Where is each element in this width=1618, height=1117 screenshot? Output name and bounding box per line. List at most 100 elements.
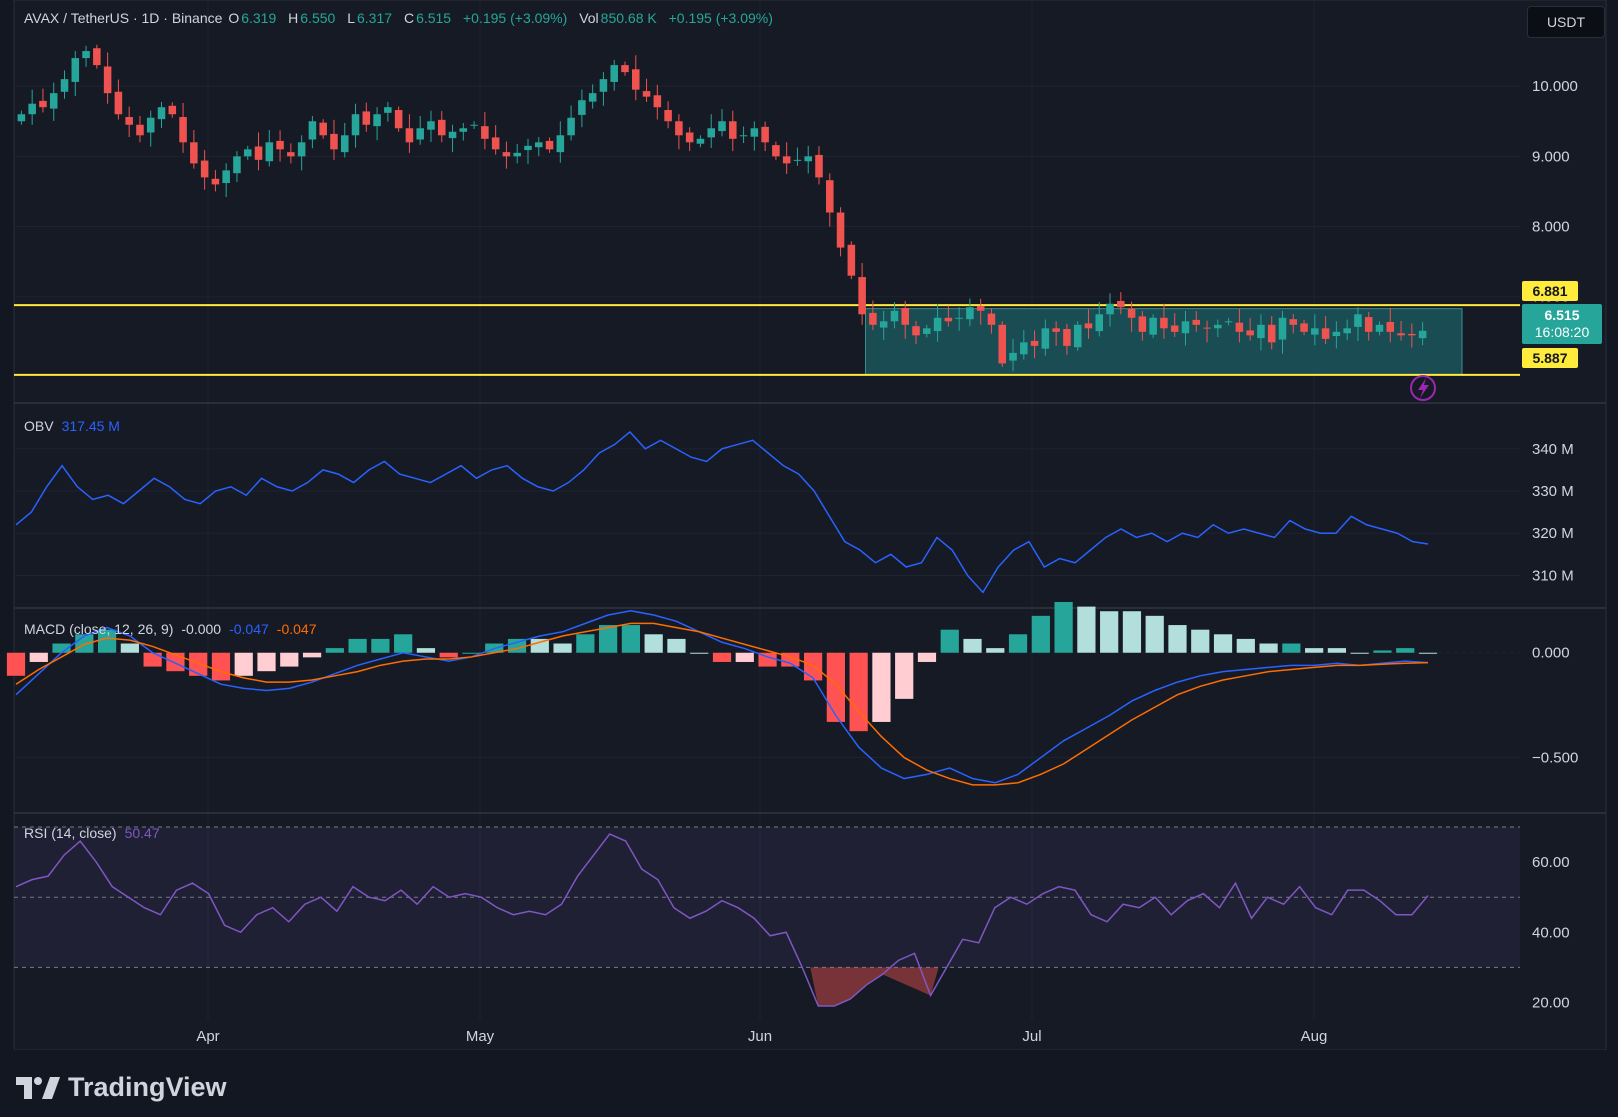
- candle-body: [502, 152, 511, 157]
- candle-body: [631, 69, 640, 90]
- x-tick-label: Aug: [1301, 1028, 1328, 1045]
- candle-body: [1311, 328, 1319, 335]
- candle-body: [82, 51, 90, 59]
- macd-pane[interactable]: [6, 602, 1438, 786]
- rsi-name: RSI (14, close): [24, 825, 117, 841]
- price-tick-label: 9.000: [1532, 148, 1570, 165]
- candle-body: [782, 156, 791, 164]
- change-value: +0.195 (+3.09%): [463, 10, 568, 26]
- macd-histogram-bar: [120, 643, 139, 653]
- macd-histogram-bar: [690, 652, 709, 654]
- candle-body: [513, 152, 521, 157]
- macd-value: -0.047: [229, 621, 269, 637]
- candle-body: [448, 131, 457, 139]
- candle-body: [1020, 342, 1028, 355]
- macd-histogram-bar: [257, 652, 276, 672]
- rsi-tick-label: 20.00: [1532, 994, 1570, 1011]
- close-value: 6.515: [416, 10, 452, 26]
- candle-body: [416, 128, 424, 140]
- candle-body: [254, 146, 263, 160]
- vol-value: 850.68 K: [600, 10, 657, 26]
- macd-histogram-bar: [1213, 634, 1233, 653]
- obv-tick-label: 310 M: [1532, 567, 1574, 584]
- candle-body: [222, 170, 230, 184]
- candle-body: [1354, 314, 1362, 327]
- macd-histogram-bar: [849, 652, 868, 732]
- macd-histogram-bar: [394, 634, 413, 653]
- high-label: H: [288, 10, 299, 26]
- candle-body: [146, 117, 155, 133]
- macd-histogram-bar: [234, 652, 253, 676]
- x-tick-label: May: [466, 1028, 495, 1045]
- currency-button[interactable]: USDT: [1527, 6, 1605, 38]
- macd-histogram-bar: [302, 652, 322, 658]
- candle-body: [190, 142, 198, 164]
- macd-histogram-bar: [803, 652, 823, 681]
- macd-histogram-bar: [712, 652, 732, 662]
- candle-body: [944, 317, 953, 322]
- candle-body: [675, 121, 683, 136]
- macd-histogram-bar: [917, 652, 937, 662]
- obv-title[interactable]: OBV 317.45 M: [24, 418, 120, 434]
- rsi-line: [15, 833, 1429, 1007]
- candle-body: [394, 110, 403, 129]
- macd-histogram-bar: [1282, 643, 1301, 653]
- tradingview-logo[interactable]: TradingView: [16, 1072, 227, 1103]
- candle-body: [599, 79, 608, 92]
- candle-body: [1321, 328, 1330, 339]
- candle-body: [1009, 352, 1017, 361]
- candle-body: [1289, 319, 1298, 325]
- candle-body: [491, 137, 500, 150]
- macd-histogram-bar: [52, 643, 71, 653]
- macd-histogram-bar: [348, 638, 367, 653]
- candle-body: [750, 128, 759, 137]
- macd-histogram-bar: [1031, 615, 1050, 653]
- candle-body: [696, 138, 705, 144]
- candle-body: [125, 117, 133, 125]
- candle-body: [664, 110, 672, 122]
- candle-body: [470, 124, 478, 126]
- macd-histogram-bar: [735, 652, 754, 662]
- obv-pane[interactable]: [15, 430, 1429, 594]
- candle-body: [1073, 324, 1082, 348]
- macd-histogram-bar: [553, 643, 572, 653]
- macd-histogram-bar: [644, 634, 663, 653]
- candle-body: [847, 244, 856, 276]
- macd-histogram-bar: [439, 652, 458, 658]
- candle-body: [718, 121, 726, 132]
- macd-histogram-bar: [462, 652, 481, 654]
- candle-body: [49, 93, 58, 109]
- candle-body: [1160, 317, 1168, 329]
- candle-body: [384, 107, 392, 113]
- symbol-title[interactable]: AVAX / TetherUS · 1D · Binance: [24, 10, 223, 26]
- candle-body: [60, 79, 69, 92]
- rsi-pane[interactable]: [14, 826, 1520, 1007]
- macd-histogram-bar: [1122, 611, 1142, 653]
- obv-value: 317.45 M: [61, 418, 120, 434]
- candle-body: [233, 156, 241, 174]
- macd-histogram-bar: [872, 652, 891, 722]
- candle-body: [793, 159, 802, 161]
- candle-body: [804, 156, 813, 162]
- candle-body: [114, 91, 123, 115]
- macd-histogram-bar: [758, 652, 777, 667]
- candle-body: [923, 328, 931, 334]
- price-pane[interactable]: [14, 44, 1520, 376]
- candle-body: [826, 180, 834, 213]
- tradingview-logo-icon: [16, 1076, 60, 1099]
- pane-separators: [14, 402, 1606, 814]
- candle-body: [1235, 322, 1244, 332]
- candle-body: [1246, 330, 1254, 336]
- obv-line: [15, 430, 1429, 594]
- macd-title[interactable]: MACD (close, 12, 26, 9) -0.000 -0.047 -0.04…: [24, 621, 317, 637]
- candle-body: [1224, 321, 1233, 323]
- candle-body: [739, 135, 748, 137]
- macd-hist-value: -0.000: [181, 621, 222, 637]
- candle-body: [481, 126, 489, 139]
- bar-countdown: 16:08:20: [1534, 324, 1590, 340]
- macd-histogram-bar: [1168, 625, 1187, 653]
- candle-body: [136, 124, 144, 136]
- lightning-alert-icon[interactable]: [1410, 375, 1436, 401]
- rsi-title[interactable]: RSI (14, close) 50.47: [24, 825, 160, 841]
- macd-line: [15, 610, 1429, 784]
